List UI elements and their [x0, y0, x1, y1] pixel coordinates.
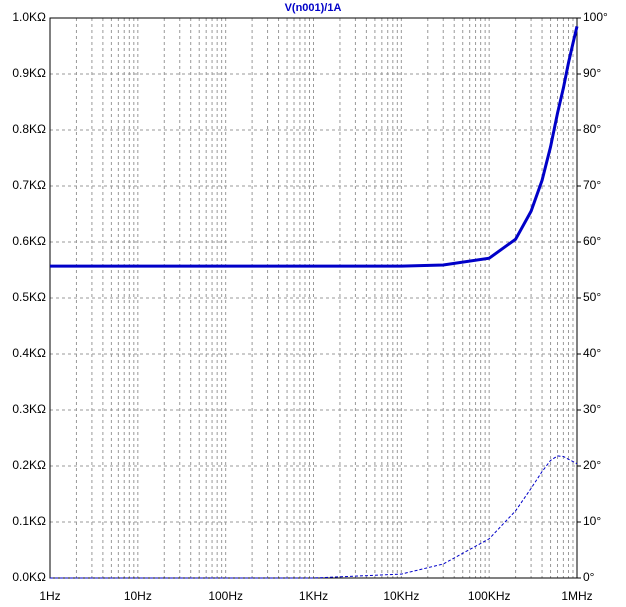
x-tick-label: 100KHz: [468, 589, 511, 603]
y-tick-label: 0.0KΩ: [12, 570, 46, 584]
y-tick-label: 0.3KΩ: [12, 402, 46, 416]
x-tick-label: 100Hz: [208, 589, 243, 603]
x-tick-label: 10Hz: [124, 589, 152, 603]
y-tick-label: 0.8KΩ: [12, 122, 46, 136]
y2-tick-label: 40°: [583, 346, 601, 360]
x-tick-label: 10KHz: [383, 589, 419, 603]
y2-tick-label: 90°: [583, 66, 601, 80]
y2-tick-label: 10°: [583, 514, 601, 528]
y-tick-label: 0.7KΩ: [12, 178, 46, 192]
y-tick-label: 0.5KΩ: [12, 290, 46, 304]
y2-tick-label: 30°: [583, 402, 601, 416]
x-tick-label: 1KHz: [299, 589, 328, 603]
y2-tick-label: 70°: [583, 178, 601, 192]
y-tick-label: 1.0KΩ: [12, 10, 46, 24]
y-tick-label: 0.9KΩ: [12, 66, 46, 80]
x-tick-label: 1Hz: [39, 589, 60, 603]
y-tick-label: 0.2KΩ: [12, 458, 46, 472]
y2-tick-label: 80°: [583, 122, 601, 136]
y2-tick-label: 60°: [583, 234, 601, 248]
y-tick-label: 0.6KΩ: [12, 234, 46, 248]
chart-title: V(n001)/1A: [285, 2, 342, 14]
x-tick-label: 1MHz: [561, 589, 592, 603]
y2-tick-label: 20°: [583, 458, 601, 472]
plot-frame: [49, 17, 578, 579]
y2-tick-label: 100°: [583, 10, 608, 24]
y-tick-label: 0.4KΩ: [12, 346, 46, 360]
y2-tick-label: 50°: [583, 290, 601, 304]
y2-tick-label: 0°: [583, 570, 595, 584]
series-line: [50, 26, 579, 268]
y-tick-label: 0.1KΩ: [12, 514, 46, 528]
